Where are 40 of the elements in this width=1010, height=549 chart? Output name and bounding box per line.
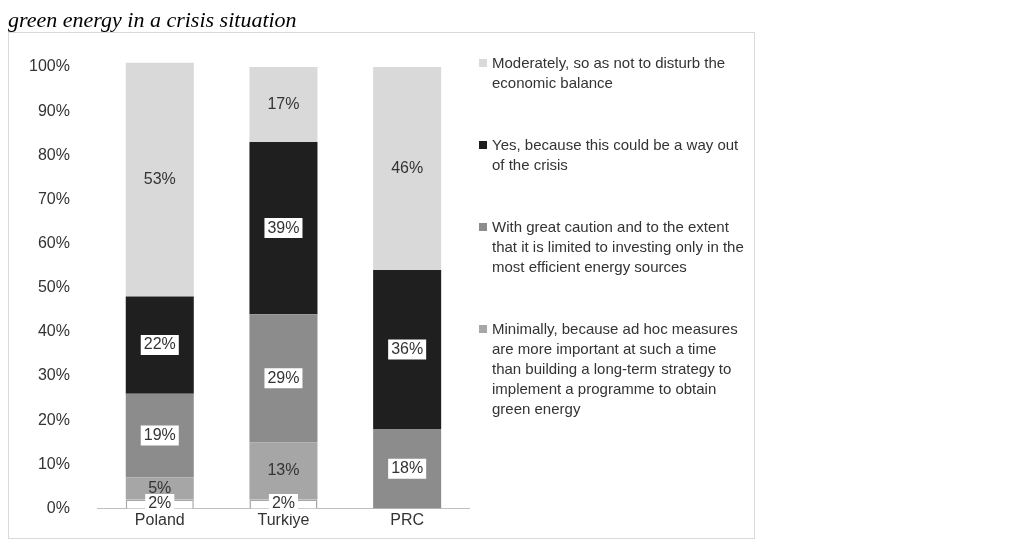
bar bbox=[249, 67, 318, 143]
data-label: 29% bbox=[267, 368, 300, 386]
data-label: 46% bbox=[391, 158, 424, 176]
data-label: 53% bbox=[143, 169, 176, 187]
data-label: 5% bbox=[148, 478, 172, 496]
y-tick-label: 80% bbox=[37, 145, 70, 163]
y-tick-label: 20% bbox=[37, 410, 70, 428]
x-tick-label: PRC bbox=[390, 511, 425, 529]
data-label: 13% bbox=[267, 461, 300, 479]
y-tick-label: 50% bbox=[37, 278, 70, 296]
legend-label: Moderately, so as not to disturb the economic balance bbox=[492, 53, 727, 93]
data-label: 18% bbox=[391, 459, 424, 477]
data-label: 17% bbox=[267, 94, 300, 112]
chart-title: green energy in a crisis situation bbox=[8, 7, 298, 32]
data-label: 19% bbox=[143, 425, 176, 443]
y-tick-label: 90% bbox=[37, 101, 70, 119]
bar bbox=[249, 142, 318, 315]
data-label: 22% bbox=[143, 335, 176, 353]
bar bbox=[249, 314, 318, 443]
y-tick-label: 30% bbox=[37, 366, 70, 384]
data-label: 39% bbox=[267, 218, 300, 236]
legend-label: Minimally, because ad hoc measures are more important at such a time than building a long-term strategy to implement a programme to obtain green energy bbox=[492, 319, 739, 419]
bar bbox=[373, 67, 442, 271]
bar bbox=[125, 62, 194, 297]
bar bbox=[373, 270, 442, 429]
y-tick-label: 100% bbox=[29, 57, 70, 75]
y-tick-label: 10% bbox=[37, 454, 70, 472]
y-tick-label: 70% bbox=[37, 189, 70, 207]
data-label: 36% bbox=[391, 339, 424, 357]
legend-label: Yes, because this could be a way out of the crisis bbox=[492, 135, 740, 175]
bar bbox=[125, 296, 194, 394]
legend-label: With great caution and to the extent that it is limited to investing only in the most efficient energy sources bbox=[492, 217, 744, 277]
y-tick-label: 60% bbox=[37, 233, 70, 251]
y-tick-label: 0% bbox=[46, 498, 70, 516]
data-label: 2% bbox=[271, 494, 296, 512]
x-tick-label: Poland bbox=[134, 511, 185, 529]
x-tick-label: Turkiye bbox=[257, 511, 310, 529]
y-tick-label: 40% bbox=[37, 322, 70, 340]
data-label: 2% bbox=[148, 494, 172, 512]
bar bbox=[125, 393, 194, 478]
